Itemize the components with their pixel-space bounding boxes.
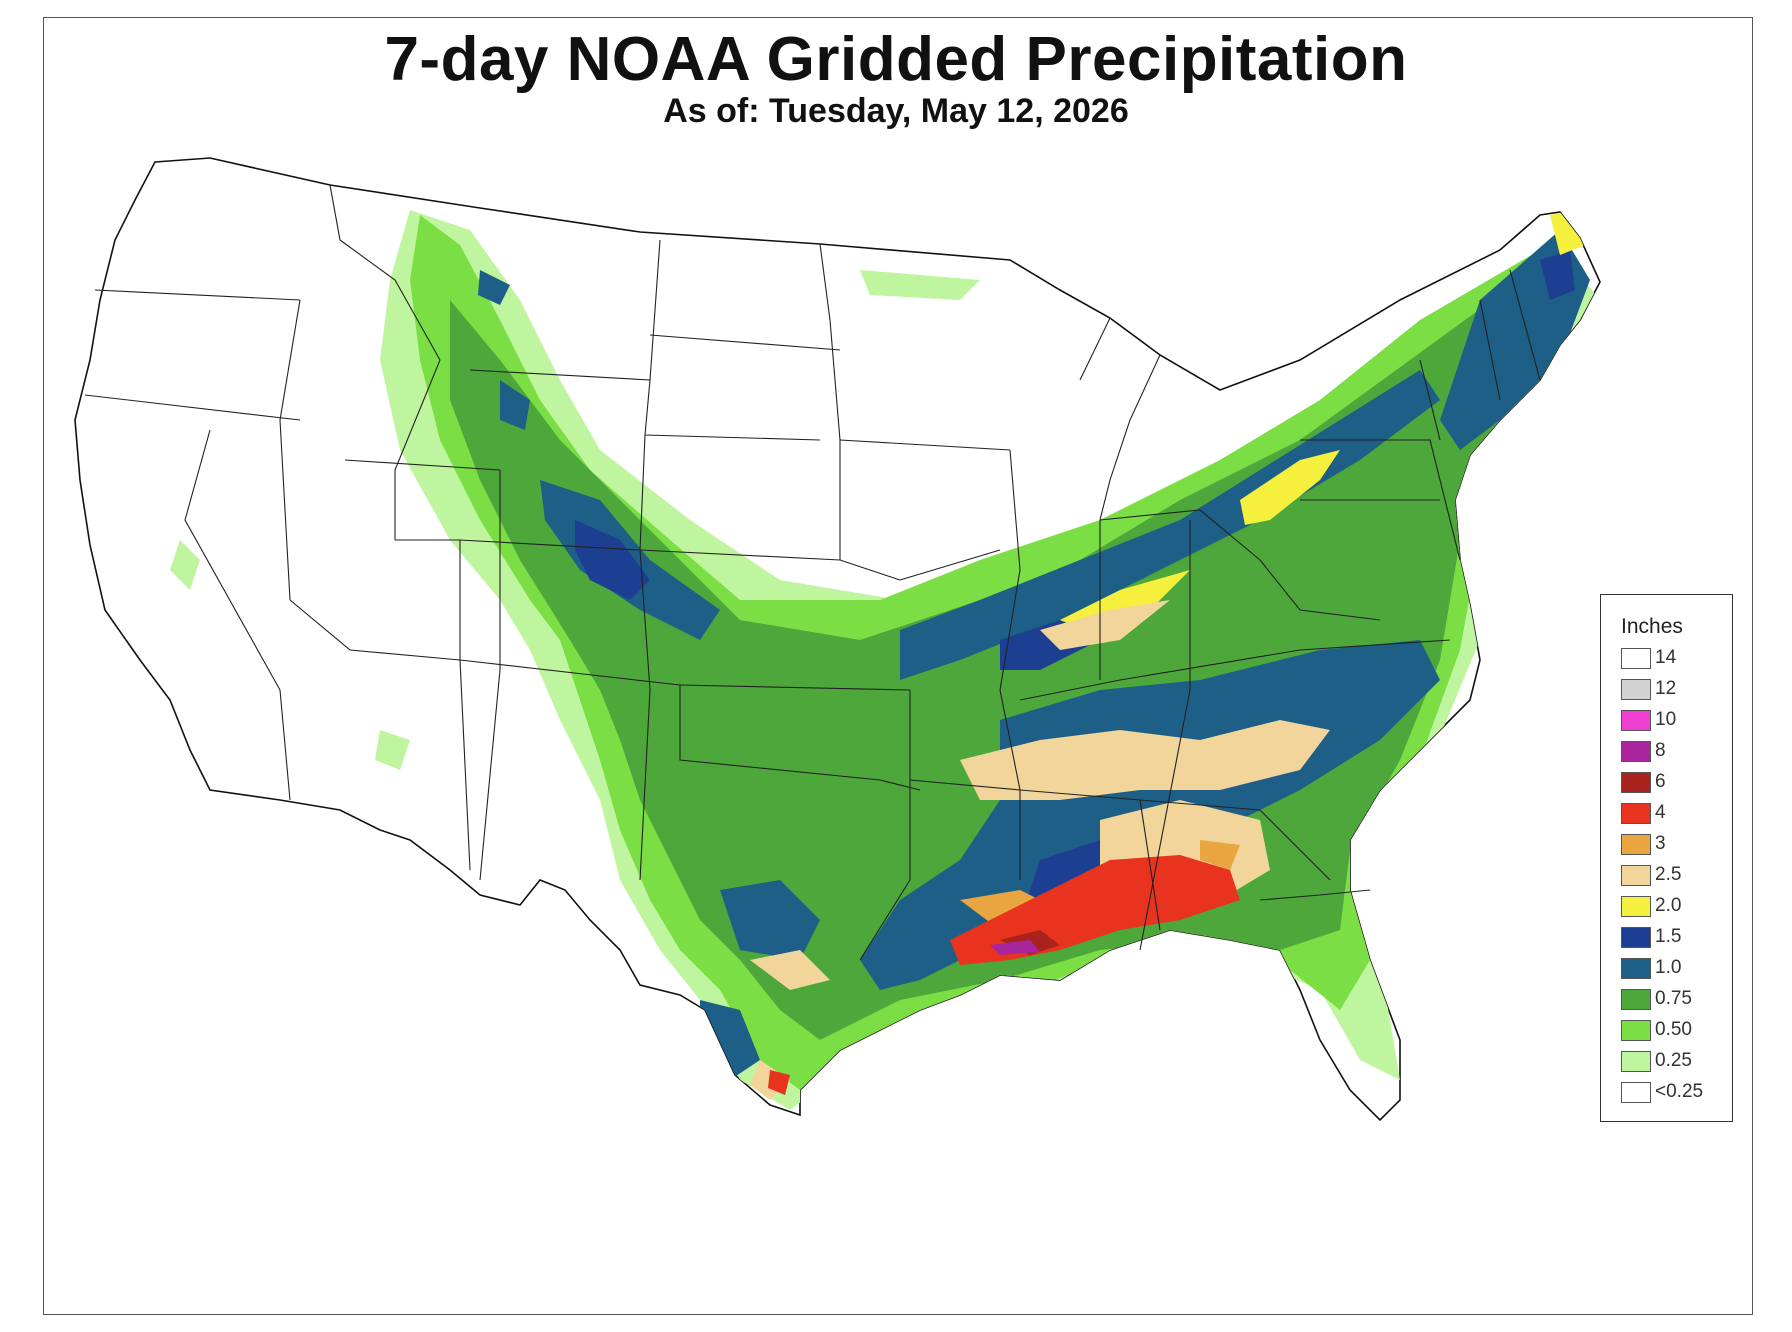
legend-swatch [1621,988,1651,1010]
legend-swatch [1621,926,1651,948]
precipitation-layer [170,210,1600,1110]
legend-label: 1.0 [1655,957,1682,978]
map-legend: Inches 14 12 10 8 6 4 3 2.5 2.0 1.5 1 [1600,594,1733,1122]
legend-swatch [1621,647,1651,669]
legend-label: 10 [1655,709,1677,730]
legend-title: Inches [1621,615,1683,638]
legend-label: 8 [1655,740,1666,761]
legend-swatch [1621,740,1651,762]
legend-label: 14 [1655,647,1677,668]
legend-label: 0.75 [1655,988,1692,1009]
legend-label: 12 [1655,678,1677,699]
map-title: 7-day NOAA Gridded Precipitation [384,25,1408,94]
legend-item-8: 8 [1621,738,1666,764]
legend-swatch [1621,957,1651,979]
legend-item-10: 10 [1621,707,1676,733]
legend-item-4: 4 [1621,800,1666,826]
legend-label: 2.5 [1655,864,1682,885]
legend-item-14: 14 [1621,645,1676,671]
legend-swatch [1621,1019,1651,1041]
legend-item-0-50: 0.50 [1621,1017,1692,1043]
legend-item-6: 6 [1621,769,1666,795]
legend-item-1-0: 1.0 [1621,955,1681,981]
legend-swatch [1621,895,1651,917]
legend-label: 3 [1655,833,1666,854]
legend-label: 1.5 [1655,926,1682,947]
legend-label: 4 [1655,802,1666,823]
legend-label: <0.25 [1655,1081,1704,1102]
legend-swatch [1621,1050,1651,1072]
legend-item-1-5: 1.5 [1621,924,1681,950]
legend-label: 0.25 [1655,1050,1692,1071]
legend-swatch [1621,833,1651,855]
legend-swatch [1621,864,1651,886]
legend-swatch [1621,678,1651,700]
legend-item-3: 3 [1621,831,1666,857]
legend-item-0-25: 0.25 [1621,1048,1692,1074]
legend-item-less-0-25: <0.25 [1621,1079,1703,1105]
legend-swatch [1621,1081,1651,1103]
legend-item-0-75: 0.75 [1621,986,1692,1012]
legend-swatch [1621,771,1651,793]
legend-label: 6 [1655,771,1666,792]
map-subtitle: As of: Tuesday, May 12, 2026 [663,92,1129,130]
legend-label: 0.50 [1655,1019,1692,1040]
state-boundaries [84,184,1541,961]
legend-label: 2.0 [1655,895,1682,916]
legend-item-2-5: 2.5 [1621,862,1681,888]
legend-swatch [1621,802,1651,824]
legend-item-2-0: 2.0 [1621,893,1681,919]
legend-swatch [1621,709,1651,731]
legend-item-12: 12 [1621,676,1676,702]
